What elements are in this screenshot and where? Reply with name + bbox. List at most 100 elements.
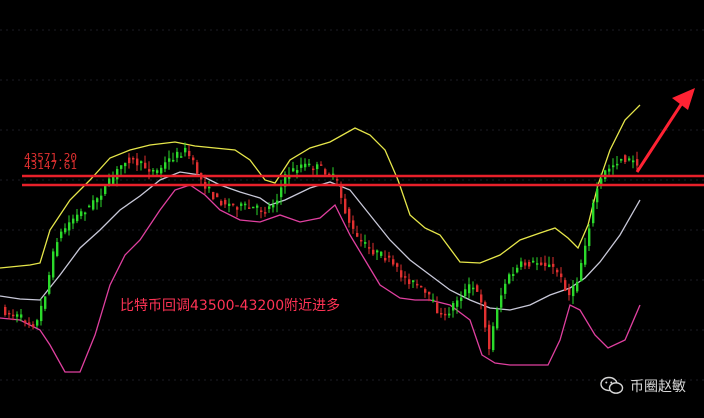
candle-body	[360, 239, 363, 242]
candle-body	[240, 203, 243, 206]
candle-body	[584, 245, 587, 265]
candle-body	[168, 158, 171, 162]
candle-body	[340, 186, 343, 198]
candle-body	[64, 228, 67, 233]
candle-body	[220, 200, 223, 206]
candle-body	[388, 255, 391, 258]
candle-body	[104, 185, 107, 195]
candle-body	[604, 170, 607, 179]
candle-body	[528, 261, 531, 267]
candle-body	[308, 163, 311, 166]
watermark: 币圈赵敏	[600, 376, 686, 396]
candle-body	[300, 164, 303, 168]
candle-body	[492, 326, 495, 351]
band-upper	[0, 104, 641, 269]
candle-body	[80, 211, 83, 217]
candle-body	[372, 249, 375, 255]
candle-body	[192, 157, 195, 161]
candle-body	[516, 267, 519, 273]
candle-body	[164, 162, 167, 169]
candle-body	[276, 200, 279, 205]
candle-body	[564, 280, 567, 291]
candle-body	[124, 162, 127, 167]
candle-body	[456, 300, 459, 307]
level-label-lower: 43147.61	[24, 159, 77, 172]
candle-body	[556, 269, 559, 273]
candle-body	[216, 193, 219, 198]
candle-body	[376, 250, 379, 253]
candle-body	[144, 162, 147, 169]
candle-body	[524, 262, 527, 266]
candle-body	[4, 307, 7, 315]
candle-body	[56, 242, 59, 256]
candle-body	[500, 295, 503, 308]
candle-body	[68, 222, 71, 231]
candle-body	[460, 297, 463, 301]
candle-body	[448, 313, 451, 316]
candle-body	[188, 150, 191, 157]
candle-body	[356, 232, 359, 237]
candle-body	[504, 283, 507, 294]
candle-body	[440, 312, 443, 315]
trend-arrow	[635, 88, 695, 173]
candle-body	[608, 168, 611, 172]
arrow-head	[672, 88, 695, 110]
candles	[4, 142, 639, 356]
candle-body	[76, 214, 79, 222]
bollinger-bands	[0, 104, 641, 373]
candle-body	[464, 289, 467, 297]
candle-body	[48, 275, 51, 294]
candle-body	[452, 303, 455, 311]
band-lower	[0, 184, 641, 373]
candle-body	[568, 288, 571, 296]
candle-body	[420, 285, 423, 288]
watermark-text: 币圈赵敏	[630, 379, 686, 395]
candle-body	[196, 162, 199, 174]
candle-body	[480, 294, 483, 303]
candle-body	[432, 299, 435, 302]
candle-body	[416, 283, 419, 286]
candle-body	[180, 156, 183, 158]
grid	[0, 29, 704, 381]
candle-body	[160, 167, 163, 174]
candle-body	[40, 305, 43, 322]
candle-body	[100, 195, 103, 200]
candle-body	[128, 157, 131, 164]
level-label-upper: 43571.20	[24, 151, 77, 164]
candle-body	[252, 206, 255, 209]
candle-body	[52, 251, 55, 278]
candle-body	[580, 263, 583, 282]
candle-body	[208, 186, 211, 189]
candle-body	[476, 285, 479, 292]
candle-body	[28, 322, 31, 324]
candle-body	[324, 169, 327, 175]
candle-body	[20, 314, 23, 318]
candle-body	[348, 208, 351, 223]
candle-body	[576, 281, 579, 292]
price-levels	[22, 174, 704, 187]
candle-body	[612, 165, 615, 168]
candle-body	[468, 284, 471, 294]
candle-body	[316, 164, 319, 170]
candle-body	[24, 320, 27, 323]
candle-body	[512, 274, 515, 277]
candle-body	[12, 314, 15, 317]
candle-body	[344, 198, 347, 214]
candle-body	[232, 203, 235, 206]
candle-body	[156, 170, 159, 173]
candle-body	[268, 206, 271, 209]
candle-body	[600, 178, 603, 186]
candle-body	[472, 287, 475, 290]
candle-body	[36, 320, 39, 326]
candle-body	[140, 161, 143, 164]
candle-body	[72, 218, 75, 224]
candle-body	[264, 212, 267, 214]
candle-body	[596, 188, 599, 203]
candle-body	[224, 199, 227, 205]
candle-body	[304, 163, 307, 168]
candle-body	[84, 212, 87, 215]
candle-body	[412, 280, 415, 283]
candle-body	[428, 291, 431, 295]
candle-body	[444, 313, 447, 316]
candle-body	[172, 159, 175, 162]
